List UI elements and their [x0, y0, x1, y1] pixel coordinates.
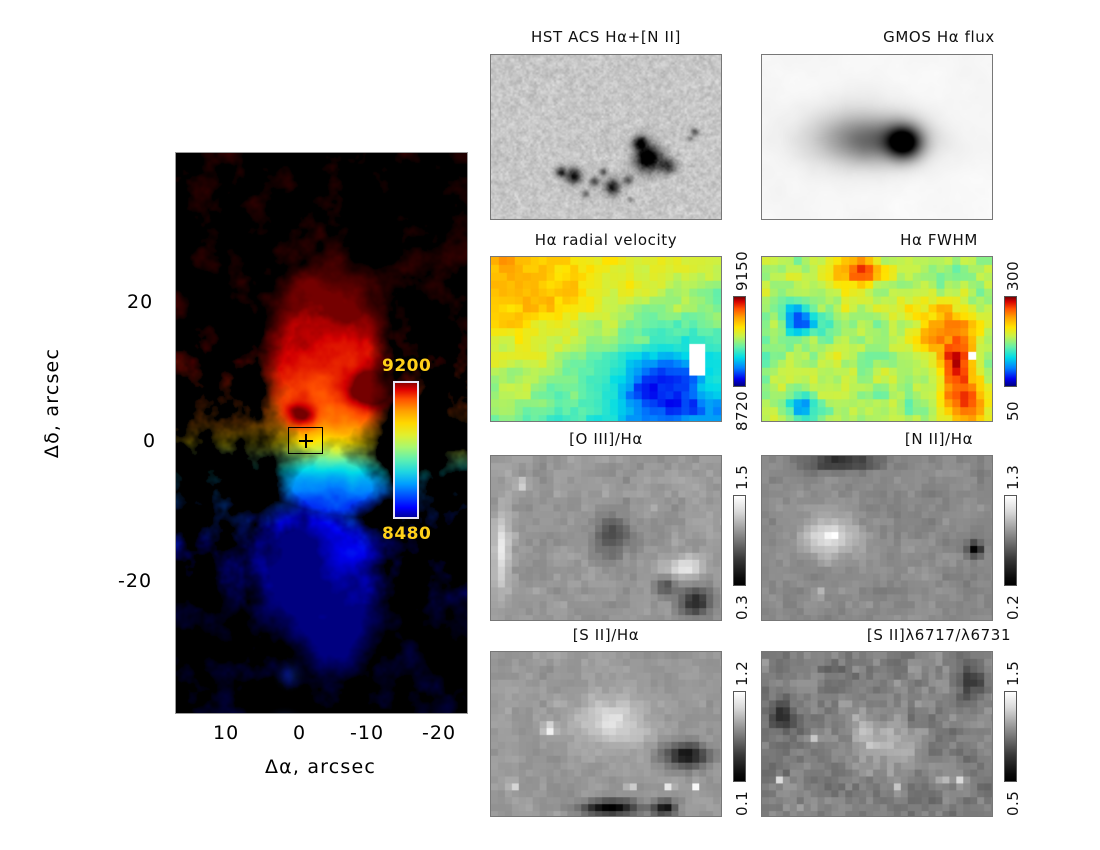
- map-title-sii-ha: [S II]/Hα: [572, 626, 640, 644]
- map-ha-fwhm[interactable]: [761, 256, 993, 422]
- map-ha-fwhm-image: [762, 257, 992, 421]
- crosshair-marker: [299, 434, 313, 448]
- colorbar-sii-ratio: [1004, 691, 1017, 782]
- colorbar-min-ha-fwhm: 50: [1004, 400, 1022, 421]
- colorbar-max-ha-radial-velocity: 9150: [733, 250, 751, 291]
- map-sii-ratio[interactable]: [761, 651, 993, 817]
- x-tick-10: 10: [213, 722, 240, 744]
- colorbar-sii-ha: [733, 691, 746, 782]
- map-ha-radial-velocity-image: [491, 257, 721, 421]
- y-tick-20: 20: [127, 291, 154, 313]
- map-gmos-ha-flux[interactable]: [761, 54, 993, 220]
- colorbar-max-oiii-ha: 1.5: [733, 464, 751, 490]
- map-gmos-ha-flux-image: [762, 55, 992, 219]
- map-sii-ratio-image: [762, 652, 992, 816]
- x-tick-minus20: -20: [422, 722, 457, 744]
- colorbar-max-sii-ratio: 1.5: [1004, 660, 1022, 686]
- velocity-colorbar-max-label: 9200: [382, 356, 432, 376]
- map-hst-acs[interactable]: [490, 54, 722, 220]
- colorbar-min-nii-ha: 0.2: [1004, 594, 1022, 620]
- map-title-sii-ratio: [S II]λ6717/λ6731: [866, 626, 1012, 644]
- colorbar-min-oiii-ha: 0.3: [733, 594, 751, 620]
- y-tick-0: 0: [143, 430, 157, 452]
- map-sii-ha-image: [491, 652, 721, 816]
- y-tick-minus20: -20: [118, 570, 153, 592]
- map-title-gmos-ha-flux: GMOS Hα flux: [883, 28, 995, 46]
- colorbar-min-sii-ha: 0.1: [733, 790, 751, 816]
- map-title-hst-acs: HST ACS Hα+[N II]: [531, 28, 681, 46]
- x-tick-0: 0: [293, 722, 307, 744]
- colorbar-max-nii-ha: 1.3: [1004, 464, 1022, 490]
- velocity-colorbar-min-label: 8480: [382, 524, 432, 544]
- map-sii-ha[interactable]: [490, 651, 722, 817]
- colorbar-min-sii-ratio: 0.5: [1004, 790, 1022, 816]
- velocity-colorbar: [393, 381, 419, 519]
- map-nii-ha-image: [762, 456, 992, 620]
- colorbar-min-ha-radial-velocity: 8720: [733, 390, 751, 431]
- colorbar-max-ha-fwhm: 300: [1004, 260, 1022, 291]
- velocity-field-panel[interactable]: [175, 152, 468, 714]
- x-tick-minus10: -10: [350, 722, 385, 744]
- colorbar-oiii-ha: [733, 495, 746, 586]
- x-axis-label: Δα, arcsec: [264, 756, 377, 778]
- map-title-ha-fwhm: Hα FWHM: [900, 231, 978, 249]
- map-oiii-ha[interactable]: [490, 455, 722, 621]
- colorbar-nii-ha: [1004, 495, 1017, 586]
- gmos-fov-box: [288, 427, 323, 454]
- map-hst-acs-image: [491, 55, 721, 219]
- colorbar-max-sii-ha: 1.2: [733, 660, 751, 686]
- map-title-oiii-ha: [O III]/Hα: [569, 430, 643, 448]
- map-ha-radial-velocity[interactable]: [490, 256, 722, 422]
- y-axis-label: Δδ, arcsec: [41, 347, 63, 459]
- colorbar-ha-radial-velocity: [733, 296, 746, 387]
- map-title-ha-radial-velocity: Hα radial velocity: [534, 231, 678, 249]
- colorbar-ha-fwhm: [1004, 296, 1017, 387]
- map-title-nii-ha: [N II]/Hα: [904, 430, 974, 448]
- map-oiii-ha-image: [491, 456, 721, 620]
- map-nii-ha[interactable]: [761, 455, 993, 621]
